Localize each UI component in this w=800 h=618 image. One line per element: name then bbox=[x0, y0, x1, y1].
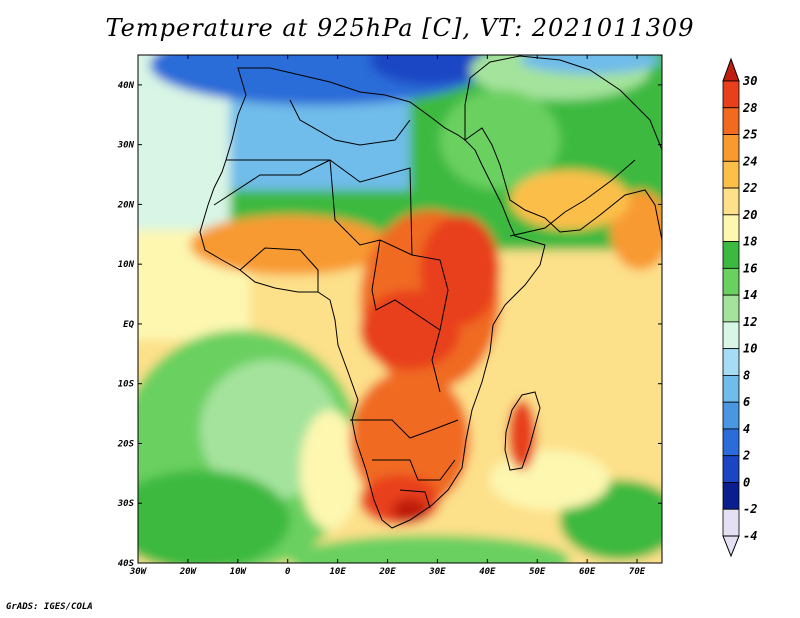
coastlines bbox=[199, 55, 662, 529]
colorbar-segment bbox=[722, 294, 740, 323]
colorbar-label: 12 bbox=[743, 315, 757, 329]
lat-tick-label: EQ bbox=[123, 320, 134, 330]
colorbar-segment bbox=[722, 455, 740, 483]
lon-tick-label: 30E bbox=[428, 567, 446, 577]
lon-tick-label: 0 bbox=[285, 567, 291, 577]
axis-layer: 30W 20W 10W 0 10E 20E 30E 40E 50E 60E 70E 40N 30N 20N… bbox=[117, 55, 662, 577]
colorbar-bottom-arrow bbox=[722, 535, 740, 558]
colorbar-label: 4 bbox=[743, 422, 750, 436]
lon-tick-label: 50E bbox=[529, 567, 546, 577]
colorbar-label: 24 bbox=[742, 154, 757, 168]
colorbar-label: 8 bbox=[743, 368, 750, 382]
colorbar-segment bbox=[722, 214, 740, 242]
colorbar-segment bbox=[722, 375, 740, 403]
lon-tick-label: 10E bbox=[329, 567, 346, 577]
lon-tick-label: 20E bbox=[378, 567, 396, 577]
lon-tick-label: 60E bbox=[579, 567, 596, 577]
colorbar-label: 14 bbox=[743, 288, 757, 302]
lon-tick-label: 40E bbox=[479, 567, 496, 577]
temperature-field bbox=[138, 55, 662, 563]
colorbar-segment bbox=[722, 160, 740, 189]
colorbar-label: -4 bbox=[743, 529, 757, 543]
lon-tick-label: 20W bbox=[179, 567, 198, 577]
footer-credit: GrADS: IGES/COLA bbox=[6, 602, 93, 612]
lat-tick-label: 40S bbox=[118, 559, 135, 569]
lat-tick-label: 20S bbox=[117, 439, 135, 449]
colorbar-segment bbox=[722, 401, 740, 430]
lat-tick-label: 30S bbox=[117, 499, 135, 509]
colorbar-label: 16 bbox=[743, 261, 757, 275]
colorbar-label: 28 bbox=[742, 101, 757, 115]
colorbar-label: 10 bbox=[743, 342, 757, 356]
map-title: Temperature at 925hPa [C], VT: 202101130… bbox=[105, 14, 695, 42]
lat-tick-label: 20N bbox=[117, 200, 135, 210]
colorbar-label: 30 bbox=[742, 74, 757, 88]
colorbar-segment bbox=[722, 241, 740, 269]
lat-tick-label: 30N bbox=[117, 141, 135, 151]
colorbar-segment bbox=[722, 107, 740, 135]
colorbar-label: 25 bbox=[742, 128, 757, 142]
colorbar-top-arrow bbox=[722, 57, 740, 82]
colorbar-segment bbox=[722, 267, 740, 296]
colorbar-label: 0 bbox=[743, 475, 750, 489]
lat-tick-label: 10S bbox=[118, 380, 135, 390]
colorbar-segment bbox=[722, 508, 740, 537]
lon-tick-label: 30W bbox=[129, 567, 148, 577]
colorbar-segment bbox=[722, 321, 740, 350]
colorbar-segment bbox=[722, 187, 740, 216]
colorbar-segment bbox=[722, 348, 740, 376]
colorbar-segment bbox=[722, 482, 740, 510]
lon-tick-label: 70E bbox=[629, 567, 646, 577]
colorbar-label: 6 bbox=[743, 395, 750, 409]
map-frame bbox=[137, 54, 663, 564]
colorbar-segment bbox=[722, 134, 740, 162]
colorbar-segment bbox=[722, 428, 740, 457]
lat-tick-label: 40N bbox=[118, 81, 135, 91]
lon-tick-label: 10W bbox=[230, 567, 248, 577]
colorbar-label: 22 bbox=[742, 181, 757, 195]
lat-tick-label: 10N bbox=[118, 260, 135, 270]
colorbar-label: 20 bbox=[742, 208, 757, 222]
colorbar-label: -2 bbox=[743, 502, 757, 516]
colorbar-label: 2 bbox=[742, 449, 750, 463]
colorbar-label: 18 bbox=[743, 235, 757, 249]
colorbar-segment bbox=[722, 80, 740, 109]
